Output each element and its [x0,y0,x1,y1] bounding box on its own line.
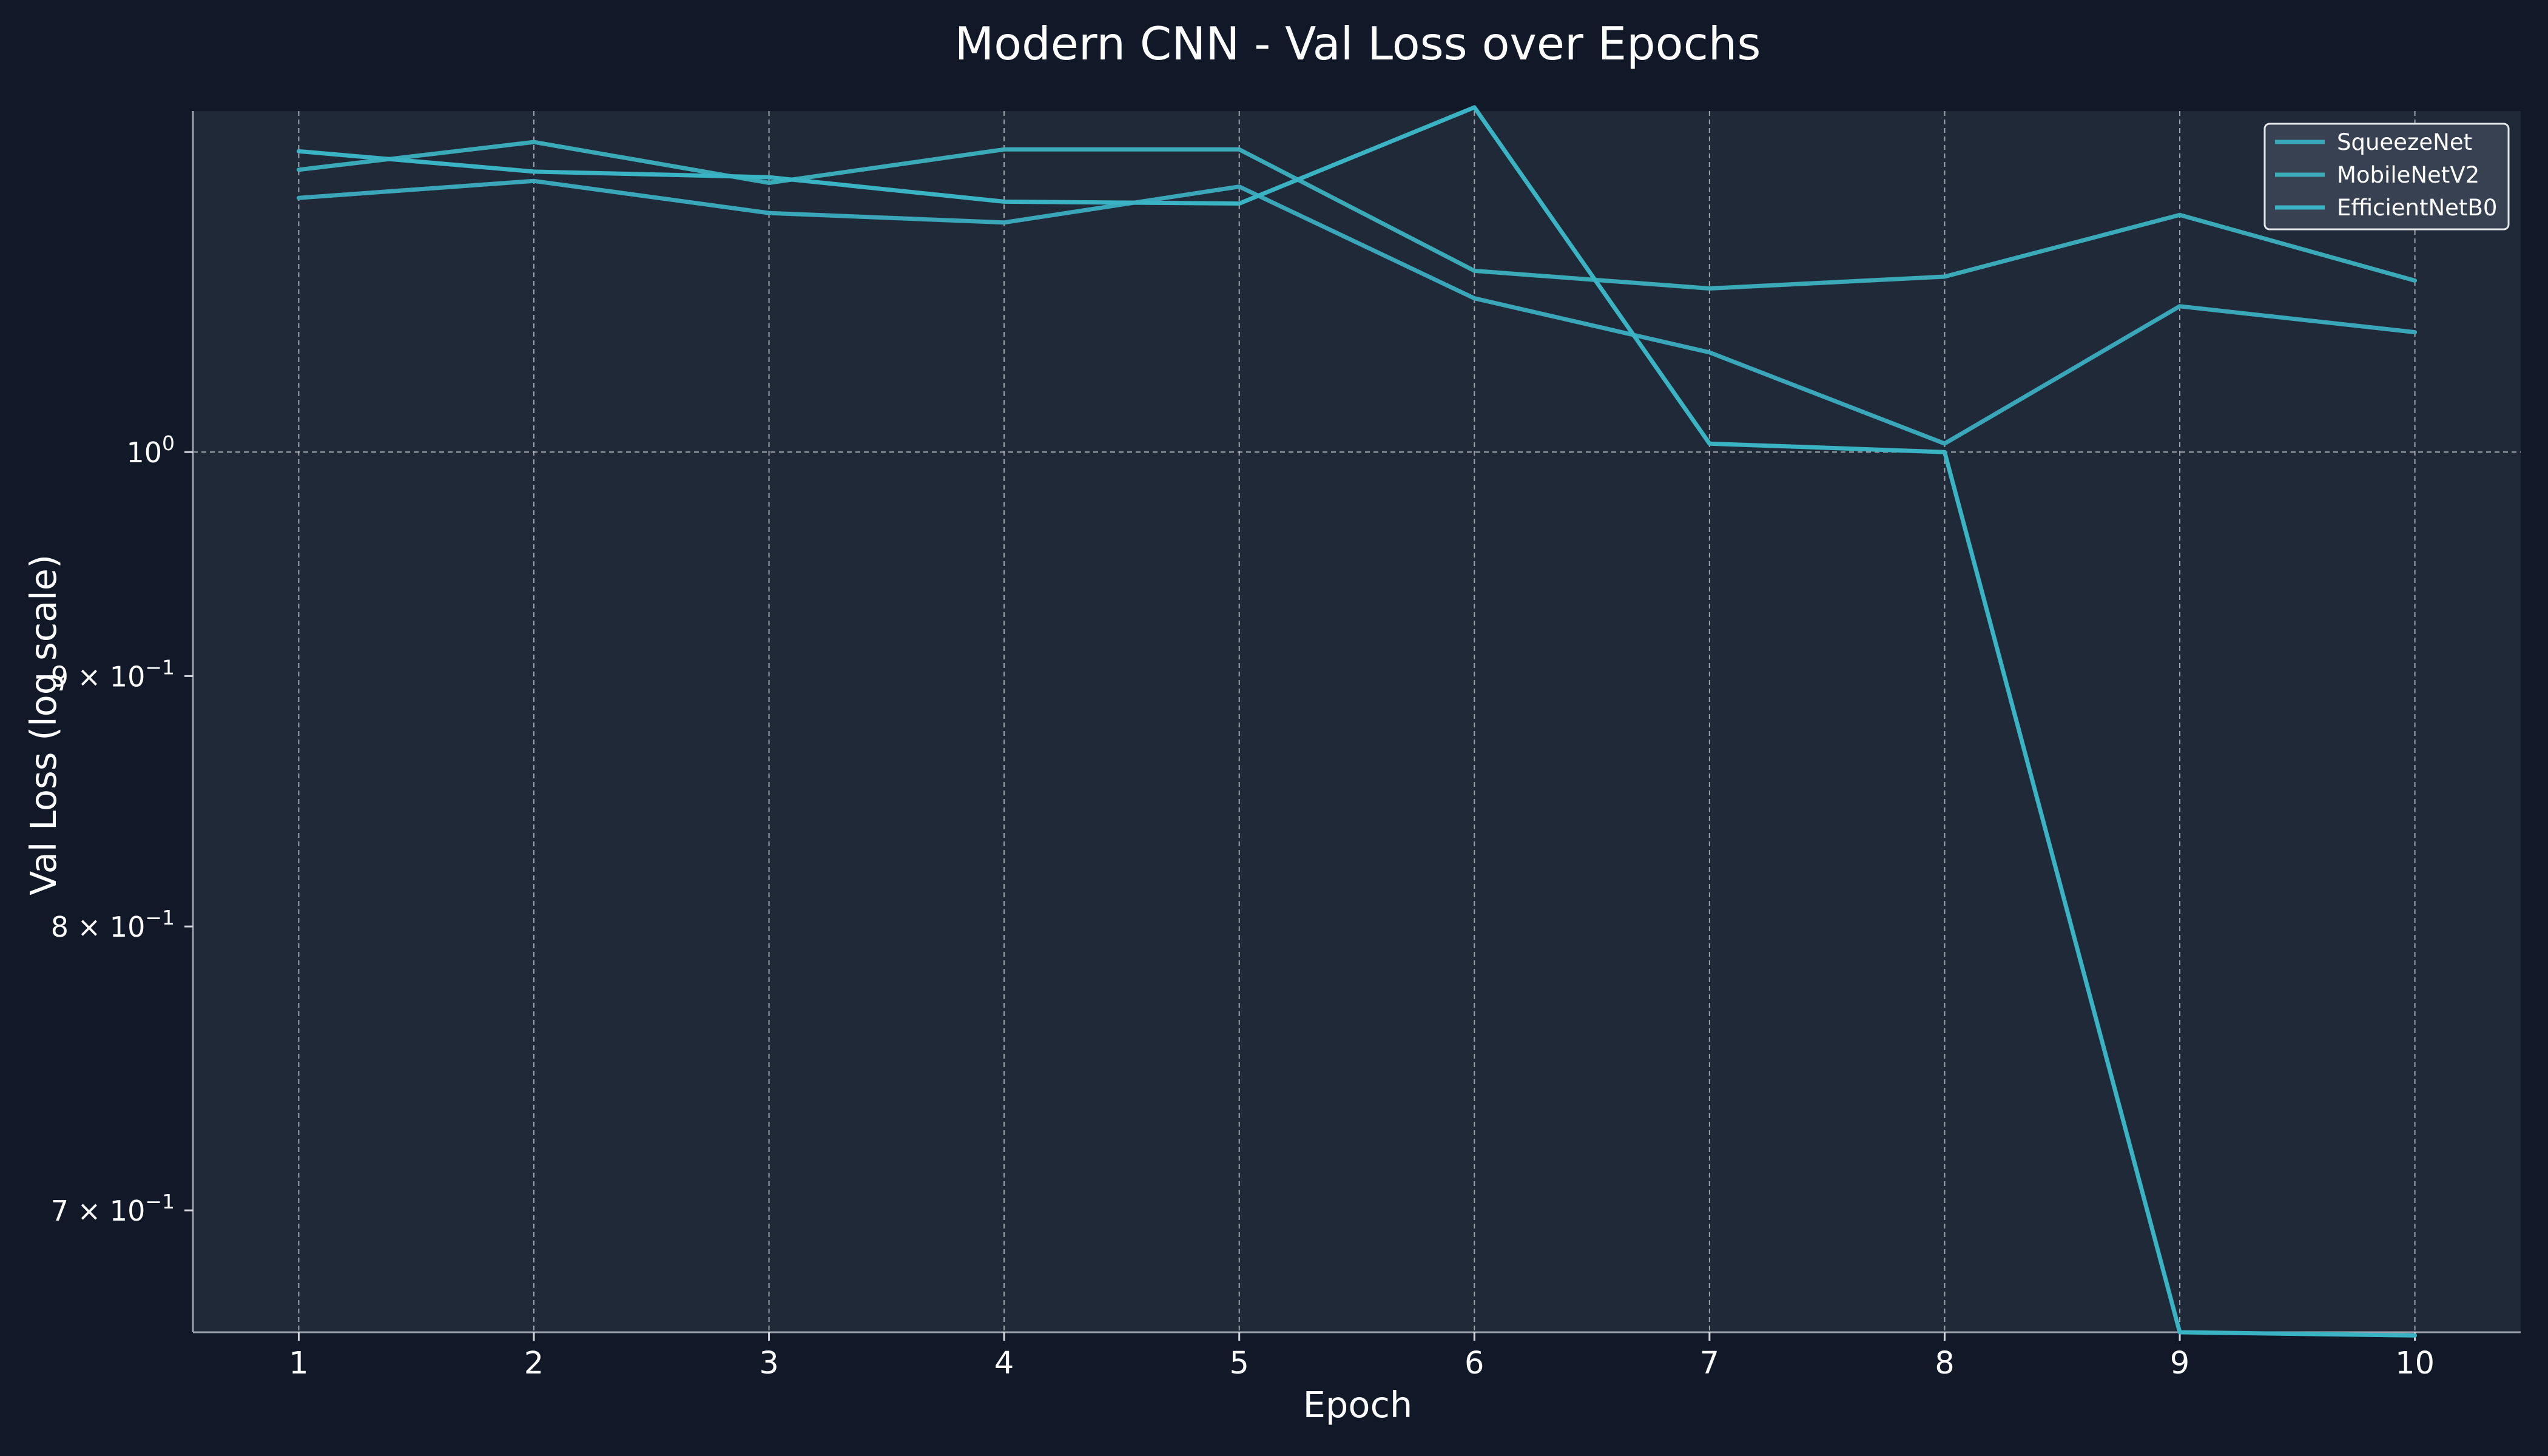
x-tick-label-7: 7 [1700,1346,1719,1381]
series-line-mobilenetv2 [296,140,2418,291]
y-tick-label-4: 7 × 10−1 [51,1190,175,1227]
x-tick-label-10: 10 [2395,1346,2435,1381]
legend-label-efficientnetb0: EfficientNetB0 [2337,195,2497,221]
series-lines [296,105,2418,1338]
legend-label-mobilenetv2: MobileNetV2 [2337,162,2479,188]
y-tick-label-3: 8 × 10−1 [51,906,175,943]
plot-area [193,111,2521,1332]
series-line-efficientnetb0 [296,105,2418,1338]
x-tick-label-3: 3 [759,1346,778,1381]
x-tick-label-2: 2 [524,1346,544,1381]
x-axis-label: Epoch [1303,1384,1413,1426]
y-tick-labels: 100 9 × 10−1 8 × 10−1 7 × 10−1 [51,431,193,1227]
legend-box [2263,123,2510,231]
grid [193,111,2521,1332]
axes [192,111,2521,1333]
x-tick-label-5: 5 [1229,1346,1249,1381]
x-tick-label-1: 1 [289,1346,308,1381]
y-tick-label-2: 9 × 10−1 [51,655,175,693]
x-tick-label-9: 9 [2170,1346,2189,1381]
x-tick-label-4: 4 [994,1346,1014,1381]
legend-label-squeezenet: SqueezeNet [2337,129,2472,155]
series-line-squeezenet [296,178,2418,446]
y-axis-label: Val Loss (log scale) [22,554,64,895]
chart-title: Modern CNN - Val Loss over Epochs [955,17,1761,70]
x-tick-label-6: 6 [1464,1346,1484,1381]
y-tick-label-1: 100 [126,431,175,469]
x-tick-labels: 1 2 3 4 5 6 7 8 9 10 [289,1332,2435,1381]
legend: SqueezeNet MobileNetV2 EfficientNetB0 [2263,123,2510,231]
x-tick-label-8: 8 [1935,1346,1954,1381]
